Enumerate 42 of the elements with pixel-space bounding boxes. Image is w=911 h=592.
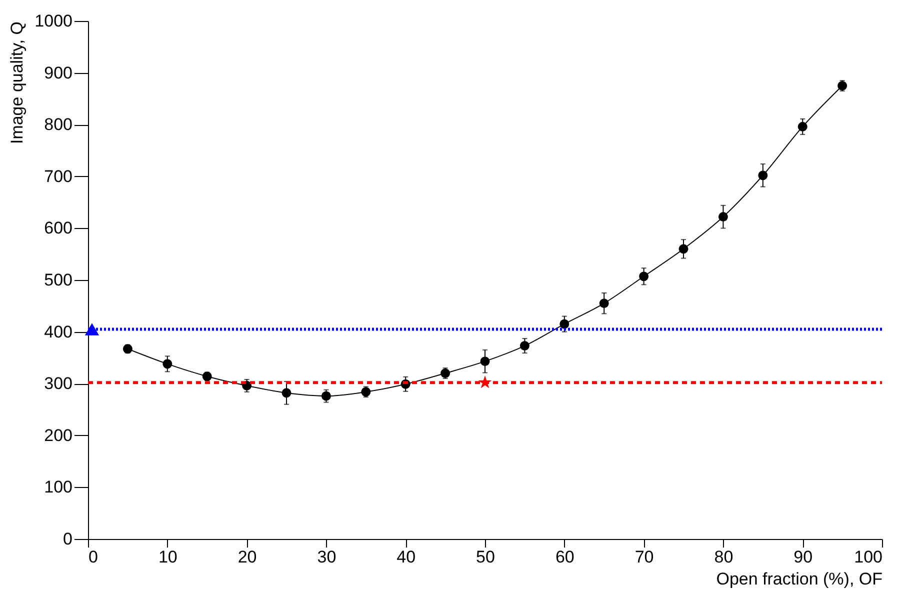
y-tick-label: 400 xyxy=(44,322,72,342)
point xyxy=(520,341,530,351)
y-tick-label: 100 xyxy=(44,478,72,497)
x-tick-label: 100 xyxy=(854,548,882,566)
x-tick-label: 60 xyxy=(555,548,574,566)
point xyxy=(599,298,609,308)
x-tick-label: 30 xyxy=(317,548,336,566)
y-tick-label: 0 xyxy=(63,530,72,548)
x-tick-label: 40 xyxy=(396,548,416,566)
point xyxy=(202,372,212,382)
point xyxy=(440,368,450,378)
y-tick-label: 500 xyxy=(44,270,72,290)
point xyxy=(162,359,172,369)
point xyxy=(718,212,728,222)
y-tick-label: 1000 xyxy=(34,12,72,30)
y-tick-label: 800 xyxy=(44,115,72,134)
point xyxy=(321,391,331,401)
point xyxy=(560,319,570,329)
x-tick-label: 70 xyxy=(634,548,654,566)
point xyxy=(678,244,688,254)
point xyxy=(122,344,132,354)
x-tick-label: 20 xyxy=(238,548,257,566)
point xyxy=(838,81,848,90)
point xyxy=(480,356,490,366)
x-axis-title: Open fraction (%), OF xyxy=(716,570,882,588)
point xyxy=(282,388,292,398)
y-tick-label: 600 xyxy=(44,218,72,238)
point xyxy=(639,272,649,282)
y-tick-label: 900 xyxy=(44,63,72,82)
y-tick-label: 700 xyxy=(44,166,72,186)
y-tick-label: 200 xyxy=(44,426,72,445)
x-tick-label: 50 xyxy=(476,548,495,566)
y-axis-title: Image quality, Q xyxy=(8,22,27,144)
point xyxy=(84,323,100,336)
x-tick-label: 10 xyxy=(158,548,178,566)
x-tick-label: 80 xyxy=(714,548,734,566)
x-tick-label: 90 xyxy=(794,548,813,566)
point xyxy=(798,122,808,132)
point xyxy=(361,387,371,397)
y-tick-label: 300 xyxy=(44,374,72,394)
x-tick-label: 0 xyxy=(88,548,98,566)
point xyxy=(758,170,768,180)
